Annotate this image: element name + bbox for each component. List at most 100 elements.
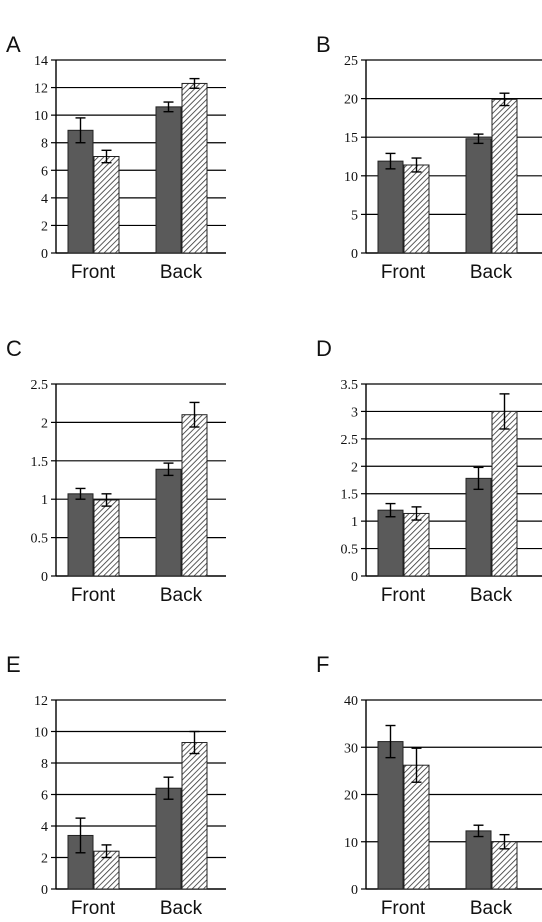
error-bar [189,77,200,89]
panel-label: A [6,32,21,57]
error-bar [473,824,484,838]
error-bar [473,133,484,145]
error-bar [75,117,86,144]
error-bar [163,462,174,477]
panel-b: B 0 5 10 15 20 25 Front Back [316,32,542,283]
bar-back-solid [465,477,492,577]
y-tick-label: 1.5 [341,488,359,503]
y-tick-label: 0 [41,247,48,262]
error-bar [411,157,422,173]
x-tick-label: Front [71,262,116,283]
bar-front-solid [67,493,94,577]
x-tick-label: Front [381,262,426,283]
error-bar [75,487,86,500]
panel-f: F 0 10 20 30 40 Front Back [316,652,542,919]
error-bar [189,730,200,755]
bar-back-solid [155,106,182,254]
bar-back-hatched [491,410,518,577]
y-tick-label: 3.5 [341,378,359,393]
panel-c: C 0 0.5 1 1.5 2 2.5 Front Back [6,336,226,606]
y-tick-label: 2 [41,416,48,431]
y-tick-label: 1 [351,515,358,530]
error-bar [385,152,396,170]
error-bar [499,833,510,850]
bar-back-hatched [491,841,518,890]
error-bar [163,776,174,800]
bar-back-solid [465,138,492,254]
y-tick-label: 12 [34,694,48,709]
x-tick-label: Back [470,262,513,283]
y-tick-label: 10 [34,726,48,741]
x-tick-label: Back [160,898,203,919]
y-tick-label: 8 [41,757,48,772]
error-bar [101,493,112,507]
y-tick-label: 3 [351,405,358,420]
y-tick-label: 15 [344,131,358,146]
y-tick-label: 1 [41,493,48,508]
x-tick-label: Front [381,898,426,919]
panel-label: F [316,652,329,677]
panel-label: B [316,32,331,57]
y-tick-label: 0.5 [341,543,359,558]
y-tick-label: 2 [41,852,48,867]
y-tick-label: 2 [41,219,48,234]
y-tick-label: 0 [351,247,358,262]
bar-back-solid [155,787,182,890]
y-tick-label: 30 [344,741,358,756]
error-bar [101,844,112,859]
x-tick-label: Front [71,898,116,919]
y-tick-label: 40 [344,694,358,709]
y-tick-label: 10 [344,170,358,185]
error-bar [385,724,396,759]
bar-front-solid [67,129,94,254]
error-bar [411,506,422,521]
error-bar [499,393,510,430]
bar-front-hatched [93,499,120,577]
y-tick-label: 4 [41,192,48,207]
y-tick-label: 0 [351,883,358,898]
y-tick-label: 12 [34,82,48,97]
bar-front-solid [377,741,404,890]
error-bar [473,466,484,491]
y-tick-label: 10 [34,109,48,124]
bar-back-solid [155,468,182,577]
x-tick-label: Front [381,585,426,606]
y-tick-label: 14 [34,54,48,69]
bar-front-solid [377,509,404,577]
y-tick-label: 5 [351,208,358,223]
panel-e: E 0 2 4 6 8 10 12 Front Back [6,652,226,919]
y-tick-label: 2.5 [31,378,49,393]
y-tick-label: 0.5 [31,532,49,547]
bar-front-hatched [403,164,430,254]
error-bar [189,401,200,428]
bar-front-solid [377,160,404,254]
y-tick-label: 0 [41,570,48,585]
y-tick-label: 20 [344,789,358,804]
x-tick-label: Back [160,585,203,606]
error-bar [385,502,396,518]
y-tick-label: 8 [41,137,48,152]
panel-label: E [6,652,21,677]
y-tick-label: 25 [344,54,358,69]
y-tick-label: 1.5 [31,455,49,470]
bar-back-hatched [181,414,208,577]
y-tick-label: 20 [344,93,358,108]
x-tick-label: Back [470,585,513,606]
panel-label: C [6,336,22,361]
error-bar [163,101,174,113]
y-tick-label: 2.5 [341,433,359,448]
y-tick-label: 10 [344,836,358,851]
y-tick-label: 6 [41,164,48,179]
x-tick-label: Back [470,898,513,919]
bar-front-hatched [403,512,430,577]
bar-back-hatched [181,742,208,890]
error-bar [499,92,510,107]
panel-d: D 0 0.5 1 1.5 2 2.5 3 3.5 Front Back [316,336,542,606]
bar-front-hatched [403,764,430,890]
x-tick-label: Back [160,262,203,283]
y-tick-label: 0 [41,883,48,898]
panel-label: D [316,336,332,361]
error-bar [411,747,422,783]
y-tick-label: 4 [41,820,48,835]
